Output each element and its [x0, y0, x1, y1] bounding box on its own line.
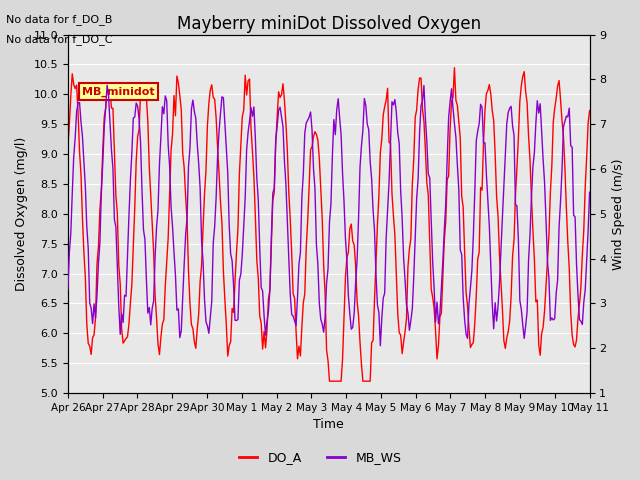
Text: No data for f_DO_B: No data for f_DO_B: [6, 14, 113, 25]
Text: No data for f_DO_C: No data for f_DO_C: [6, 34, 113, 45]
Y-axis label: Wind Speed (m/s): Wind Speed (m/s): [612, 158, 625, 270]
Title: Mayberry miniDot Dissolved Oxygen: Mayberry miniDot Dissolved Oxygen: [177, 15, 481, 33]
Y-axis label: Dissolved Oxygen (mg/l): Dissolved Oxygen (mg/l): [15, 137, 28, 291]
X-axis label: Time: Time: [314, 419, 344, 432]
Legend: DO_A, MB_WS: DO_A, MB_WS: [234, 446, 406, 469]
